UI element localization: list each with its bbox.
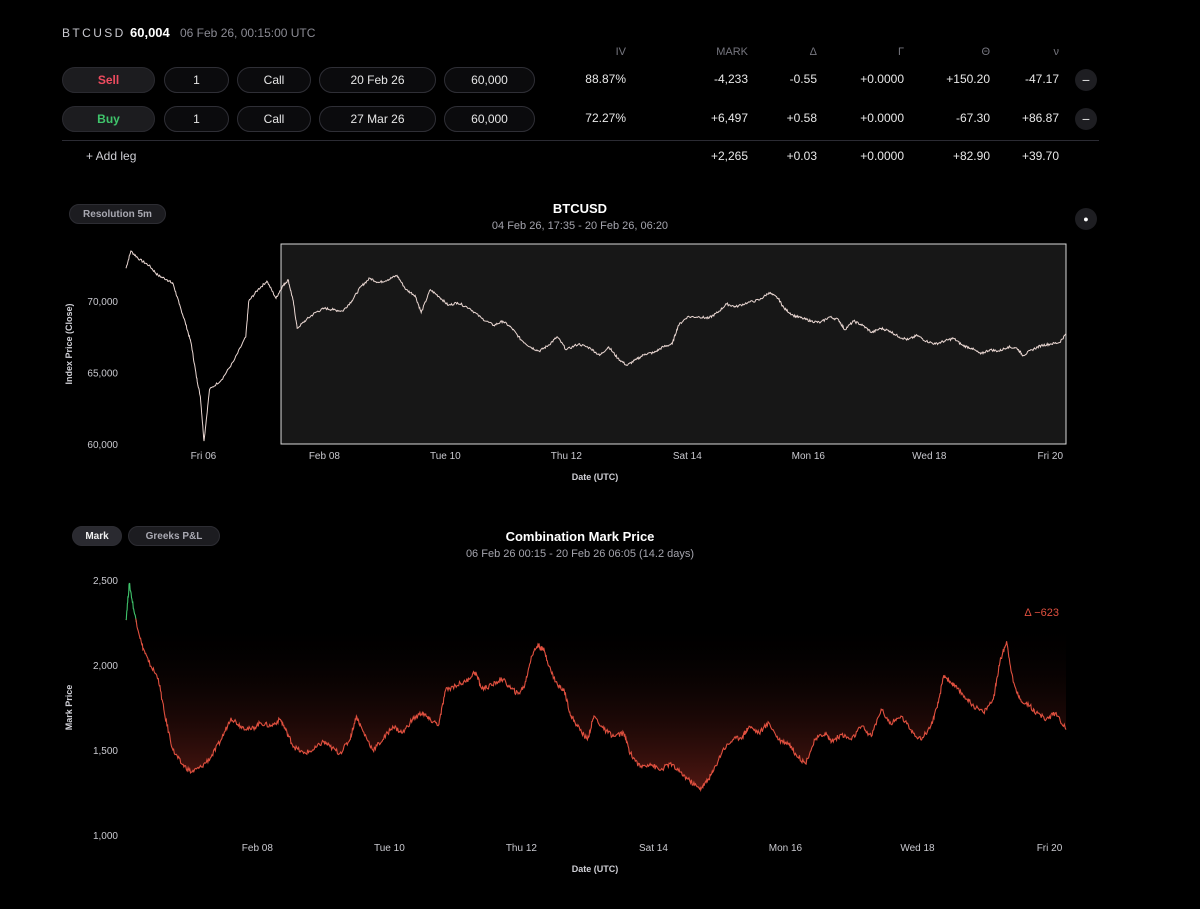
x-tick-label: Tue 10 xyxy=(430,451,461,462)
y-tick-label: 65,000 xyxy=(87,369,118,380)
symbol-label: BTCUSD xyxy=(62,26,126,40)
x-tick-label: Wed 18 xyxy=(912,451,947,462)
add-leg-button[interactable]: + Add leg xyxy=(86,149,137,163)
total-theta: +82.90 xyxy=(952,149,990,163)
col-mark: MARK xyxy=(716,46,748,58)
col-theta: Θ xyxy=(981,46,990,58)
total-mark: +2,265 xyxy=(710,149,748,163)
x-axis-label: Date (UTC) xyxy=(572,864,619,874)
leg-gamma: +0.0000 xyxy=(860,72,904,86)
leg-type-button[interactable]: Call xyxy=(237,106,311,132)
minus-icon: − xyxy=(1081,111,1091,127)
leg-qty-input[interactable]: 1 xyxy=(164,106,229,132)
x-tick-label: Sat 14 xyxy=(639,843,668,854)
x-tick-label: Tue 10 xyxy=(374,843,405,854)
leg-side-button[interactable]: Buy xyxy=(62,106,155,132)
minus-icon: − xyxy=(1081,72,1091,88)
y-tick-label: 70,000 xyxy=(87,297,118,308)
col-delta: Δ xyxy=(809,46,817,58)
y-axis-label: Index Price (Close) xyxy=(64,303,74,384)
tab-greeks-pnl[interactable]: Greeks P&L xyxy=(128,526,220,546)
col-gamma: Γ xyxy=(897,46,904,58)
leg-side-button[interactable]: Sell xyxy=(62,67,155,93)
leg-gamma: +0.0000 xyxy=(860,111,904,125)
total-delta: +0.03 xyxy=(786,149,817,163)
x-tick-label: Thu 12 xyxy=(506,843,538,854)
remove-leg-button[interactable]: − xyxy=(1075,108,1097,130)
leg-iv: 88.87% xyxy=(585,72,626,86)
leg-delta: +0.58 xyxy=(786,111,817,125)
dot-icon: ● xyxy=(1083,214,1089,224)
leg-vega: -47.17 xyxy=(1024,72,1059,86)
x-axis-label: Date (UTC) xyxy=(572,472,619,482)
delta-annotation: Δ −623 xyxy=(1024,607,1059,619)
x-tick-label: Fri 06 xyxy=(191,451,217,462)
leg-strike-select[interactable]: 60,000 xyxy=(444,106,535,132)
leg-vega: +86.87 xyxy=(1021,111,1059,125)
x-tick-label: Mon 16 xyxy=(769,843,803,854)
y-axis-label: Mark Price xyxy=(64,685,74,731)
y-tick-label: 60,000 xyxy=(87,440,118,451)
leg-theta: -67.30 xyxy=(955,111,990,125)
x-tick-label: Thu 12 xyxy=(551,451,583,462)
tab-mark[interactable]: Mark xyxy=(72,526,122,546)
leg-delta: -0.55 xyxy=(789,72,817,86)
index-price-chart[interactable]: 60,000 65,000 70,000 Fri 06 Feb 08 Tue 10 Thu … xyxy=(64,243,1067,482)
index-chart-subtitle: 04 Feb 26, 17:35 - 20 Feb 26, 06:20 xyxy=(491,220,669,232)
index-price-line xyxy=(125,250,1067,442)
leg-strike-select[interactable]: 60,000 xyxy=(444,67,535,93)
x-tick-label: Mon 16 xyxy=(792,451,826,462)
total-gamma: +0.0000 xyxy=(860,149,904,163)
spot-price: 60,004 xyxy=(130,25,170,40)
mark-chart-title: Combination Mark Price xyxy=(505,529,655,544)
leg-mark: +6,497 xyxy=(710,111,748,125)
mark-line-gain xyxy=(125,582,137,623)
leg-mark: -4,233 xyxy=(713,72,748,86)
table-divider xyxy=(62,140,1099,141)
remove-leg-button[interactable]: − xyxy=(1075,69,1097,91)
x-tick-label: Wed 18 xyxy=(900,843,935,854)
x-tick-label: Feb 08 xyxy=(242,843,274,854)
timestamp: 06 Feb 26, 00:15:00 UTC xyxy=(180,26,316,40)
y-tick-label: 1,500 xyxy=(93,746,118,757)
col-iv: IV xyxy=(615,46,626,58)
leg-qty-input[interactable]: 1 xyxy=(164,67,229,93)
chart-options-button[interactable]: ● xyxy=(1075,208,1097,230)
col-vega: ν xyxy=(1053,46,1060,58)
leg-iv: 72.27% xyxy=(585,111,626,125)
y-tick-label: 1,000 xyxy=(93,831,118,842)
y-tick-label: 2,000 xyxy=(93,661,118,672)
y-tick-label: 2,500 xyxy=(93,576,118,587)
mark-line-loss xyxy=(135,618,1067,793)
x-tick-label: Feb 08 xyxy=(309,451,341,462)
x-tick-label: Fri 20 xyxy=(1037,843,1063,854)
leg-expiry-select[interactable]: 27 Mar 26 xyxy=(319,106,436,132)
index-chart-title: BTCUSD xyxy=(552,201,608,216)
resolution-button[interactable]: Resolution 5m xyxy=(69,204,166,224)
selection-range[interactable] xyxy=(280,243,1067,445)
x-tick-label: Sat 14 xyxy=(673,451,702,462)
mark-chart-subtitle: 06 Feb 26 00:15 - 20 Feb 26 06:05 (14.2 … xyxy=(465,548,695,560)
x-tick-label: Fri 20 xyxy=(1037,451,1063,462)
total-vega: +39.70 xyxy=(1021,149,1059,163)
leg-theta: +150.20 xyxy=(946,72,990,86)
mark-price-chart[interactable]: 1,000 1,500 2,000 2,500 Feb 08 Tue 10 Thu 12 Sa… xyxy=(64,576,1067,874)
leg-type-button[interactable]: Call xyxy=(237,67,311,93)
leg-expiry-select[interactable]: 20 Feb 26 xyxy=(319,67,436,93)
loss-area xyxy=(126,620,1066,790)
